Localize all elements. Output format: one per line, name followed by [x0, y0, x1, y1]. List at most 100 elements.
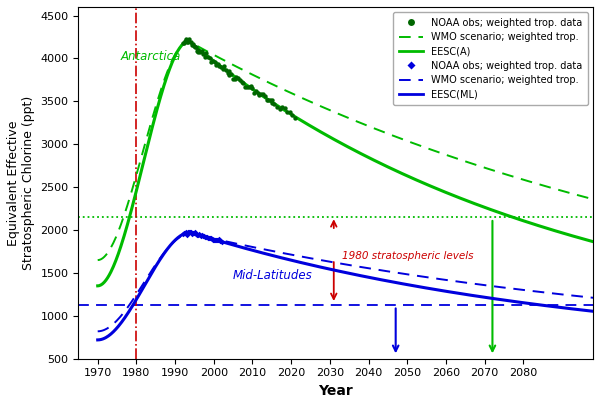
Point [201, 234, 211, 240]
Point [182, 38, 192, 45]
Point [230, 76, 239, 82]
Point [210, 237, 220, 243]
Point [205, 234, 214, 241]
Point [194, 49, 203, 55]
Point [235, 77, 245, 83]
Point [184, 229, 194, 235]
Point [223, 70, 232, 77]
Point [187, 231, 197, 237]
Point [280, 105, 290, 111]
Point [191, 231, 200, 237]
Point [208, 237, 217, 243]
Point [185, 229, 194, 236]
Point [277, 104, 287, 111]
Point [211, 62, 221, 68]
Point [224, 68, 234, 75]
Point [190, 229, 200, 236]
Point [215, 238, 224, 244]
Point [251, 87, 260, 94]
Point [253, 90, 262, 96]
Point [200, 234, 209, 240]
Point [242, 83, 252, 90]
Point [216, 238, 226, 244]
Point [254, 92, 264, 98]
Point [269, 101, 279, 107]
Point [192, 231, 202, 238]
Point [194, 47, 203, 53]
Point [250, 90, 259, 96]
Point [179, 230, 188, 236]
Point [212, 237, 221, 243]
Point [205, 55, 215, 61]
Point [195, 232, 205, 238]
Point [179, 40, 189, 47]
Point [199, 232, 208, 239]
Point [265, 97, 275, 104]
Point [206, 235, 215, 242]
Point [195, 49, 205, 55]
Point [275, 106, 284, 112]
Point [189, 43, 199, 49]
Point [228, 75, 238, 82]
Point [260, 93, 269, 99]
Point [290, 115, 300, 121]
Point [215, 63, 224, 70]
Point [186, 38, 196, 45]
Point [185, 36, 194, 43]
Point [202, 234, 211, 241]
Point [237, 79, 247, 85]
Point [208, 58, 218, 65]
Point [214, 236, 223, 243]
Point [193, 232, 203, 238]
Point [220, 63, 229, 69]
Point [226, 70, 236, 77]
Point [178, 40, 188, 47]
Point [188, 40, 197, 47]
Point [181, 36, 191, 43]
Point [233, 75, 243, 81]
Point [210, 58, 220, 65]
Point [209, 236, 218, 243]
Point [207, 236, 217, 242]
Point [181, 229, 191, 235]
Text: 1980 stratospheric levels: 1980 stratospheric levels [341, 251, 473, 261]
Point [204, 234, 214, 241]
Point [197, 232, 206, 239]
Point [193, 48, 202, 55]
Point [241, 83, 250, 90]
Point [232, 74, 241, 81]
Point [246, 83, 256, 89]
Point [244, 84, 254, 91]
Point [187, 41, 196, 48]
Point [218, 66, 227, 72]
Point [272, 104, 282, 111]
Point [285, 109, 295, 115]
Point [194, 231, 203, 237]
Legend: NOAA obs; weighted trop. data, WMO scenario; weighted trop., EESC(A), NOAA obs; : NOAA obs; weighted trop. data, WMO scena… [393, 12, 588, 105]
Point [256, 91, 266, 97]
Point [263, 97, 273, 104]
Point [213, 237, 223, 243]
Point [189, 230, 199, 236]
Y-axis label: Equivalent Effective
Stratospheric Chlorine (ppt): Equivalent Effective Stratospheric Chlor… [7, 96, 35, 270]
Point [182, 231, 191, 238]
Point [197, 48, 206, 54]
Point [180, 230, 190, 237]
Point [283, 109, 292, 115]
Point [206, 58, 216, 65]
Point [224, 72, 234, 78]
Point [191, 44, 201, 50]
Point [188, 230, 197, 236]
Point [221, 67, 231, 74]
X-axis label: Year: Year [319, 384, 353, 398]
Point [239, 80, 248, 87]
Point [180, 38, 190, 45]
Text: Antarctica: Antarctica [121, 50, 181, 63]
Point [199, 51, 208, 58]
Point [202, 50, 211, 56]
Point [267, 97, 277, 104]
Point [178, 231, 188, 237]
Point [198, 232, 208, 239]
Point [203, 54, 213, 60]
Point [262, 97, 271, 103]
